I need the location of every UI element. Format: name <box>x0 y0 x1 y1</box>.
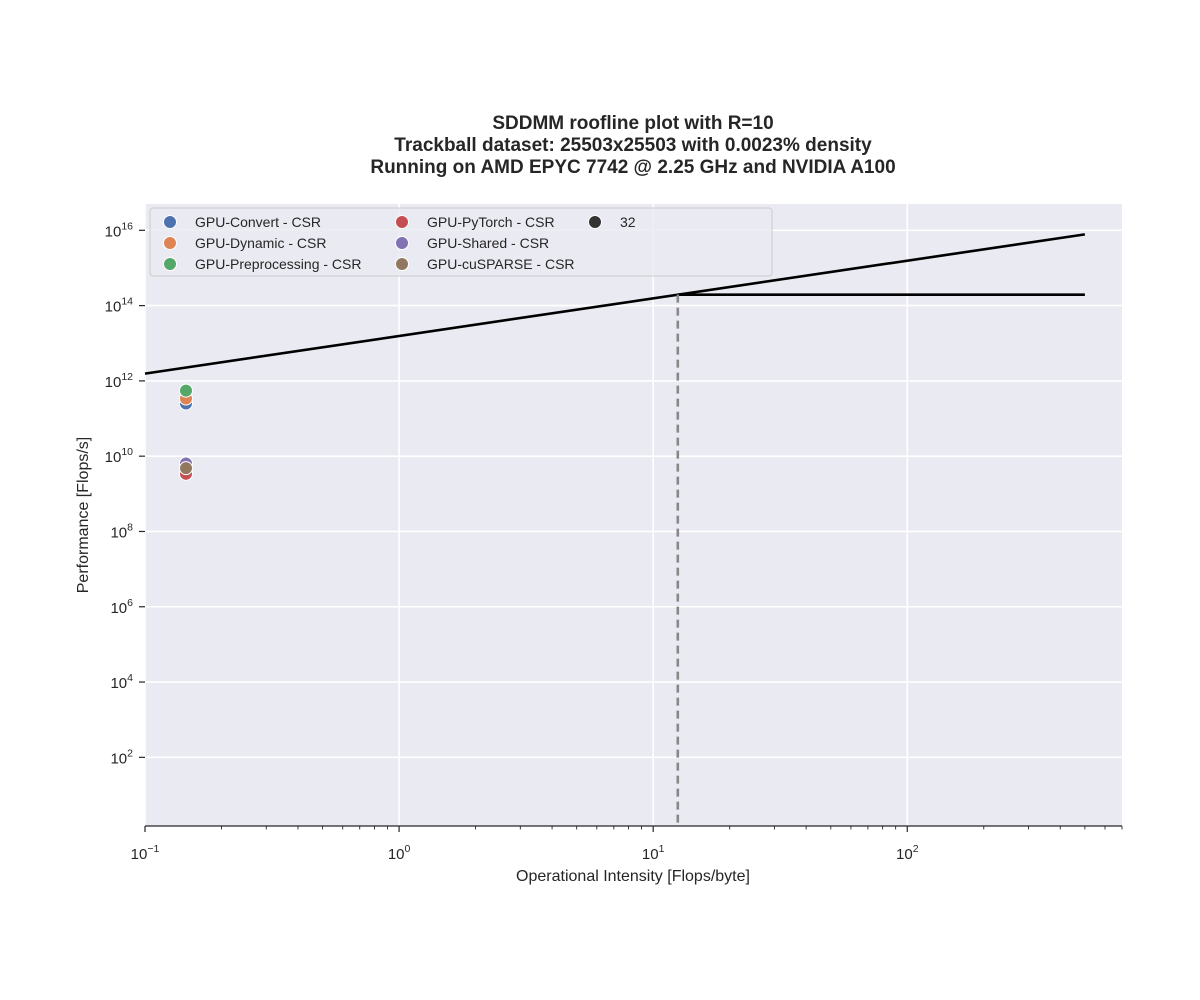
y-tick-label: 106 <box>110 597 133 617</box>
legend-marker <box>588 215 602 229</box>
y-tick-label: 104 <box>110 672 133 692</box>
roofline <box>144 233 1086 826</box>
legend: GPU-Convert - CSR GPU-Dynamic - CSR GPU-Pr… <box>149 207 773 277</box>
title-line-1: SDDMM roofline plot with R=10 <box>492 113 773 134</box>
memory-bound-line <box>144 233 1086 375</box>
x-axis-label: Operational Intensity [Flops/byte] <box>516 868 750 885</box>
data-points <box>179 383 194 481</box>
y-tick-label: 1012 <box>105 371 134 391</box>
legend-label: 32 <box>620 214 636 230</box>
legend-label: GPU-Preprocessing - CSR <box>195 256 362 272</box>
chart-title: SDDMM roofline plot with R=10 Trackball … <box>370 113 895 178</box>
title-line-2: Trackball dataset: 25503x25503 with 0.00… <box>394 135 872 156</box>
legend-marker <box>395 257 409 271</box>
legend-marker <box>163 215 177 229</box>
legend-label: GPU-Convert - CSR <box>195 214 321 230</box>
y-tick-label: 1016 <box>105 220 134 240</box>
legend-marker <box>395 236 409 250</box>
y-tick-label: 108 <box>110 521 133 541</box>
y-axis-label: Performance [Flops/s] <box>75 437 92 594</box>
legend-label: GPU-PyTorch - CSR <box>427 214 555 230</box>
legend-label: GPU-Shared - CSR <box>427 235 549 251</box>
x-tick-label: 100 <box>388 843 411 863</box>
axes: 10−1 100 101 102 102 104 106 108 1010 1012 1014 101… <box>105 220 1123 863</box>
data-point <box>179 461 194 476</box>
x-tick-label: 10−1 <box>131 843 160 863</box>
title-line-3: Running on AMD EPYC 7742 @ 2.25 GHz and … <box>370 157 895 178</box>
data-point <box>179 383 194 398</box>
y-tick-label: 1010 <box>105 446 134 466</box>
legend-label: GPU-Dynamic - CSR <box>195 235 326 251</box>
legend-marker <box>395 215 409 229</box>
legend-label: GPU-cuSPARSE - CSR <box>427 256 575 272</box>
plot-area <box>145 204 1122 826</box>
legend-marker <box>163 236 177 250</box>
y-tick-label: 102 <box>110 747 133 767</box>
x-tick-label: 101 <box>642 843 665 863</box>
x-tick-label: 102 <box>896 843 919 863</box>
y-tick-label: 1014 <box>105 296 134 316</box>
legend-marker <box>163 257 177 271</box>
legend-box <box>149 207 773 277</box>
